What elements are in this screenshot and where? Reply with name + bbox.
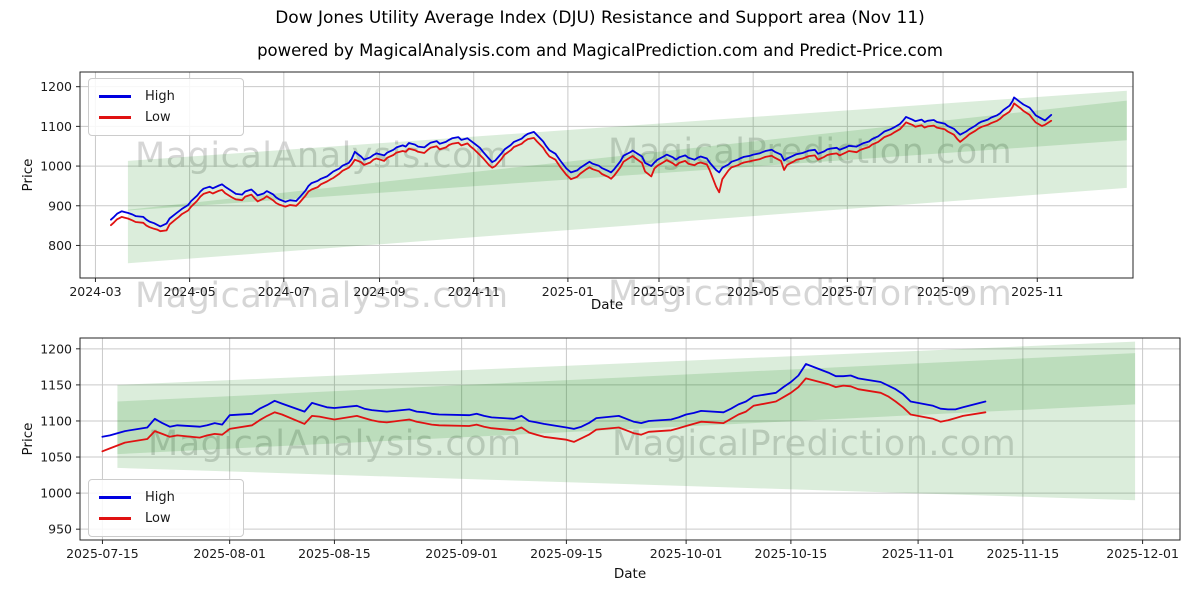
- x-tick-label: 2025-08-01: [193, 546, 266, 561]
- low-line: [110, 102, 1053, 233]
- y-tick-label: 1000: [40, 159, 72, 174]
- watermark-text: MagicalAnalysis.com: [135, 276, 509, 316]
- high-line-sample: [99, 95, 131, 98]
- plot-frame: [79, 71, 1134, 279]
- y-tick-label: 900: [48, 198, 72, 213]
- legend-top: High Low: [88, 78, 244, 136]
- y-tick-label: 1200: [40, 341, 72, 356]
- x-tick-label: 2025-09-01: [425, 546, 498, 561]
- x-axis-label-top: Date: [590, 297, 624, 313]
- high-line: [110, 96, 1053, 228]
- support-resistance-bands: [117, 341, 1136, 501]
- legend-item-high: High: [99, 86, 229, 107]
- support-area: [117, 353, 1136, 501]
- y-tick-label: 950: [48, 522, 72, 537]
- support-resistance-bands: [127, 90, 1127, 264]
- axis-ticks: 2025-07-15 2025-08-01 2025-08-15 2025-09-01…: [40, 341, 1179, 561]
- legend-bottom: High Low: [88, 479, 244, 537]
- x-tick-label: 2025-11-15: [987, 546, 1060, 561]
- support-area: [127, 100, 1127, 264]
- x-tick-label: 2025-05: [727, 284, 779, 299]
- page-title: Dow Jones Utility Average Index (DJU) Re…: [275, 8, 925, 28]
- low-line-sample: [99, 116, 131, 119]
- legend-label-high: High: [145, 490, 175, 505]
- x-tick-label: 2025-03: [633, 284, 685, 299]
- series-lines: [110, 96, 1053, 233]
- gridlines: [80, 72, 1133, 278]
- legend-item-high: High: [99, 487, 229, 508]
- x-tick-label: 2025-10-15: [755, 546, 828, 561]
- x-tick-label: 2025-10-01: [650, 546, 723, 561]
- high-line-sample: [99, 496, 131, 499]
- y-axis-label-top: Price: [20, 158, 36, 192]
- x-tick-label: 2024-03: [69, 284, 121, 299]
- series-lines: [101, 363, 987, 453]
- x-tick-label: 2024-09: [353, 284, 405, 299]
- y-tick-label: 1100: [40, 119, 72, 134]
- x-tick-label: 2024-05: [164, 284, 216, 299]
- legend-label-low: Low: [145, 110, 171, 125]
- y-tick-label: 1000: [40, 486, 72, 501]
- legend-label-low: Low: [145, 511, 171, 526]
- y-tick-label: 800: [48, 238, 72, 253]
- x-tick-label: 2025-12-01: [1106, 546, 1179, 561]
- y-tick-label: 1150: [40, 377, 72, 392]
- subtitle: powered by MagicalAnalysis.com and Magic…: [257, 41, 943, 60]
- low-line: [101, 377, 987, 453]
- y-tick-label: 1100: [40, 413, 72, 428]
- chart-1: 2025-07-15 2025-08-01 2025-08-15 2025-09-01…: [40, 337, 1181, 561]
- x-tick-label: 2025-09-15: [530, 546, 603, 561]
- resistance-area: [117, 341, 1136, 455]
- x-tick-label: 2025-01: [542, 284, 594, 299]
- x-tick-label: 2025-08-15: [298, 546, 371, 561]
- y-tick-label: 1050: [40, 450, 72, 465]
- y-axis-label-bottom: Price: [20, 422, 36, 456]
- x-tick-label: 2024-11: [448, 284, 500, 299]
- x-tick-label: 2025-07-15: [66, 546, 139, 561]
- high-line: [101, 363, 987, 438]
- resistance-area: [127, 90, 1127, 211]
- x-axis-label-bottom: Date: [613, 566, 647, 582]
- low-line-sample: [99, 517, 131, 520]
- x-tick-label: 2025-09: [917, 284, 969, 299]
- watermark-text: MagicalPrediction.com: [608, 274, 1013, 314]
- chart-0: 2024-03 2024-05 2024-07 2024-09 2024-11 2025-…: [40, 71, 1134, 299]
- legend-item-low: Low: [99, 107, 229, 128]
- axis-ticks: 2024-03 2024-05 2024-07 2024-09 2024-11 2025-…: [40, 79, 1063, 299]
- x-tick-label: 2025-11: [1011, 284, 1063, 299]
- legend-label-high: High: [145, 89, 175, 104]
- x-tick-label: 2024-07: [258, 284, 310, 299]
- x-tick-label: 2025-11-01: [882, 546, 955, 561]
- x-tick-label: 2025-07: [821, 284, 873, 299]
- plot-frame: [79, 337, 1181, 541]
- legend-item-low: Low: [99, 508, 229, 529]
- y-tick-label: 1200: [40, 79, 72, 94]
